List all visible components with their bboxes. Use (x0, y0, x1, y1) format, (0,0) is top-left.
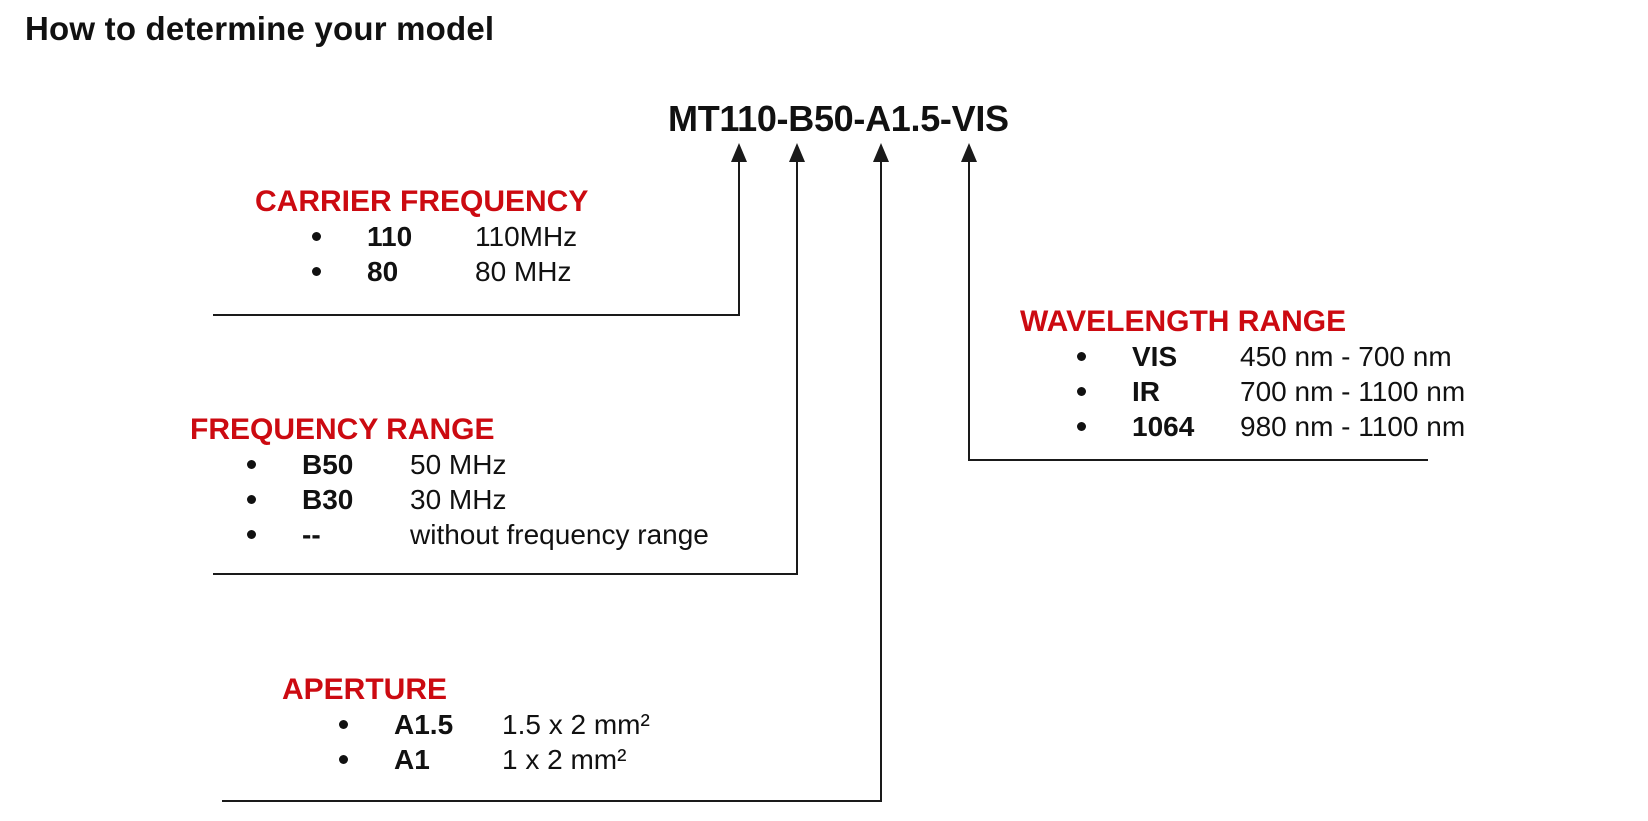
connector-line-carrier-frequency-horizontal (213, 314, 740, 316)
model-number: MT110-B50-A1.5-VIS (668, 98, 1009, 139)
bullet-icon (312, 232, 321, 241)
page-title: How to determine your model (25, 10, 495, 47)
bullet-icon (1077, 352, 1086, 361)
option-list: VIS 450 nm - 700 nm IR 700 nm - 1100 nm 1064… (1020, 339, 1648, 444)
option-list: A1.5 1.5 x 2 mm² A1 1 x 2 mm² (282, 707, 922, 777)
bullet-icon (247, 530, 256, 539)
section-aperture: APERTURE A1.5 1.5 x 2 mm² A1 1 x 2 mm² (282, 672, 922, 777)
arrow-up-icon-wavelength-range (961, 143, 977, 162)
option-description: 80 MHz (475, 256, 572, 287)
option-description: 30 MHz (410, 484, 507, 515)
option-code: -- (302, 519, 321, 550)
model-option-row: B50 50 MHz (190, 447, 830, 482)
option-code: 80 (367, 256, 399, 287)
option-code: 1064 (1132, 411, 1195, 442)
connector-line-frequency-range-horizontal (213, 573, 798, 575)
connector-line-frequency-range-vertical (796, 160, 798, 575)
option-code: B30 (302, 484, 354, 515)
bullet-icon (1077, 387, 1086, 396)
section-title-frequency-range: FREQUENCY RANGE (190, 413, 495, 446)
connector-line-aperture-vertical (880, 160, 882, 802)
option-code: IR (1132, 376, 1160, 407)
connector-line-aperture-horizontal (222, 800, 882, 802)
model-option-row: A1 1 x 2 mm² (282, 742, 922, 777)
bullet-icon (247, 460, 256, 469)
option-list: B50 50 MHz B30 30 MHz -- without frequency ra… (190, 447, 830, 552)
section-title-wavelength-range: WAVELENGTH RANGE (1020, 305, 1347, 338)
option-description: without frequency range (410, 519, 709, 550)
option-description: 1.5 x 2 mm² (502, 709, 650, 740)
option-description: 50 MHz (410, 449, 507, 480)
arrow-up-icon-frequency-range (789, 143, 805, 162)
bullet-icon (339, 755, 348, 764)
bullet-icon (247, 495, 256, 504)
bullet-icon (1077, 422, 1086, 431)
bullet-icon (312, 267, 321, 276)
option-description: 980 nm - 1100 nm (1240, 411, 1466, 442)
connector-line-wavelength-range-vertical (968, 160, 970, 461)
option-code: B50 (302, 449, 354, 480)
option-code: VIS (1132, 341, 1178, 372)
model-option-row: A1.5 1.5 x 2 mm² (282, 707, 922, 742)
model-option-row: 80 80 MHz (255, 254, 895, 289)
option-description: 1 x 2 mm² (502, 744, 627, 775)
option-description: 450 nm - 700 nm (1240, 341, 1452, 372)
option-description: 110MHz (475, 221, 578, 252)
section-title-aperture: APERTURE (282, 673, 448, 706)
section-wavelength-range: WAVELENGTH RANGE VIS 450 nm - 700 nm IR 700… (1020, 304, 1648, 444)
option-code: A1.5 (394, 709, 454, 740)
section-frequency-range: FREQUENCY RANGE B50 50 MHz B30 30 MHz -- with… (190, 412, 830, 552)
option-description: 700 nm - 1100 nm (1240, 376, 1466, 407)
connector-line-carrier-frequency-vertical (738, 160, 740, 316)
model-option-row: VIS 450 nm - 700 nm (1020, 339, 1648, 374)
model-option-row: 110 110MHz (255, 219, 895, 254)
section-title-carrier-frequency: CARRIER FREQUENCY (255, 185, 589, 218)
option-code: A1 (394, 744, 430, 775)
model-option-row: B30 30 MHz (190, 482, 830, 517)
model-option-row: -- without frequency range (190, 517, 830, 552)
arrow-up-icon-carrier-frequency (731, 143, 747, 162)
section-carrier-frequency: CARRIER FREQUENCY 110 110MHz 80 80 MHz (255, 184, 895, 289)
model-option-row: IR 700 nm - 1100 nm (1020, 374, 1648, 409)
bullet-icon (339, 720, 348, 729)
arrow-up-icon-aperture (873, 143, 889, 162)
option-list: 110 110MHz 80 80 MHz (255, 219, 895, 289)
connector-line-wavelength-range-horizontal (969, 459, 1428, 461)
option-code: 110 (367, 221, 413, 252)
model-option-row: 1064 980 nm - 1100 nm (1020, 409, 1648, 444)
